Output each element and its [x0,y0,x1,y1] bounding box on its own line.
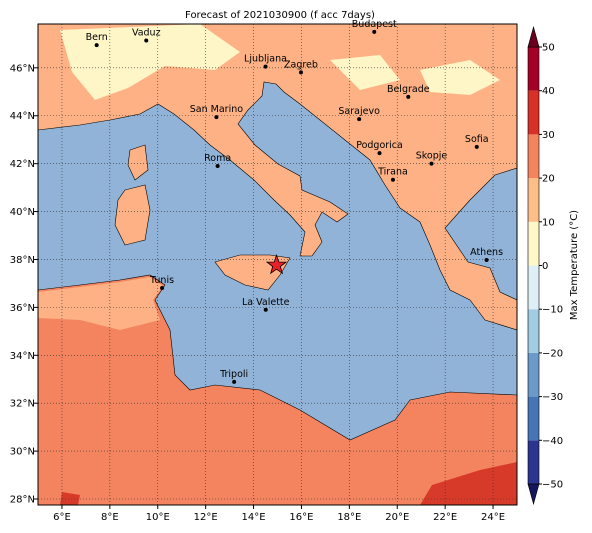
city-dot [160,285,165,290]
city-label: Ljubljana [244,54,287,65]
land-africa-coast [38,277,163,330]
colorbar-band [528,90,539,135]
colorbar-tick-label: 30 [542,130,555,141]
colorbar-band [528,309,539,353]
colorbar-over [527,25,540,48]
colorbar-tick-label: −50 [542,480,563,491]
colorbar-band [528,265,539,310]
colorbar-tick-label: 40 [542,86,555,97]
colorbar-tick-label: 50 [542,43,555,54]
y-tick-label: 42°N [10,159,35,170]
city-label: Athens [470,247,503,258]
colorbar-band [528,440,539,484]
y-tick-label: 30°N [10,447,35,458]
city-label: Podgorica [356,140,403,151]
colorbar-band [528,134,539,179]
city-label: Vaduz [132,28,161,39]
city-label: Sofia [465,134,489,145]
land-sardinia [114,184,151,246]
city-dot [406,94,411,99]
x-tick-label: 10°E [146,512,170,523]
x-tick-label: 14°E [242,512,266,523]
land-europe [38,24,517,331]
city-dot [215,164,220,169]
city-label: Zagreb [284,59,318,70]
city-label: La Valette [242,297,290,308]
x-tick-label: 24°E [481,512,505,523]
colorbar-tick-label: 20 [542,174,555,185]
city-dot [214,115,219,120]
y-tick-label: 28°N [10,495,35,506]
city-label: Skopje [416,151,448,162]
colorbar-under [527,483,540,506]
colorbar-tick-label: −40 [542,436,563,447]
colorbar-band [528,178,539,222]
city-dot [390,177,395,182]
y-tick-label: 38°N [10,255,35,266]
colorbar-tick-label: 0 [542,261,548,272]
city-label: Bern [86,32,108,43]
x-tick-label: 8°E [101,512,119,523]
y-tick-label: 44°N [10,111,35,122]
x-tick-label: 18°E [337,512,361,523]
city-label: Tunis [149,275,174,286]
y-tick-label: 32°N [10,399,35,410]
star-marker [265,253,288,275]
land-alps [60,24,500,100]
x-tick-label: 20°E [385,512,409,523]
city-label: Sarajevo [338,106,380,117]
map-frame [37,23,518,506]
x-tick-label: 12°E [194,512,218,523]
x-tick-label: 16°E [289,512,313,523]
colorbar-band [528,47,539,91]
city-dot [94,43,99,48]
land-corsica [127,144,149,181]
city-dot [263,64,268,69]
colorbar-band [528,396,539,441]
colorbar-label: Max Temperature (°C) [569,210,580,320]
city-label: Tripoli [219,369,248,380]
colorbar-band [528,352,539,397]
city-label: Tirana [377,167,408,178]
title: Forecast of 2021030900 (f acc 7days) [185,10,375,21]
land-hot [60,462,517,505]
colorbar-band [528,221,539,266]
city-dot [144,38,149,43]
city-dot [484,257,489,262]
city-dot [377,151,382,156]
y-tick-label: 34°N [10,351,35,362]
colorbar-tick-label: 10 [542,217,555,228]
city-dot [263,307,268,312]
x-tick-label: 6°E [53,512,71,523]
city-dot [474,144,479,149]
city-label: Roma [204,153,231,164]
y-tick-label: 46°N [10,63,35,74]
colorbar-tick-label: −10 [542,305,563,316]
y-tick-label: 40°N [10,207,35,218]
city-dot [429,161,434,166]
colorbar-tick-label: −30 [542,392,563,403]
city-dot [298,70,303,75]
colorbar-tick-label: −20 [542,348,563,359]
city-dot [372,29,377,34]
city-label: San Marino [190,104,243,115]
city-label: Belgrade [387,84,430,95]
y-tick-label: 36°N [10,303,35,314]
city-dot [357,117,362,122]
x-tick-label: 22°E [433,512,457,523]
city-dot [232,379,237,384]
